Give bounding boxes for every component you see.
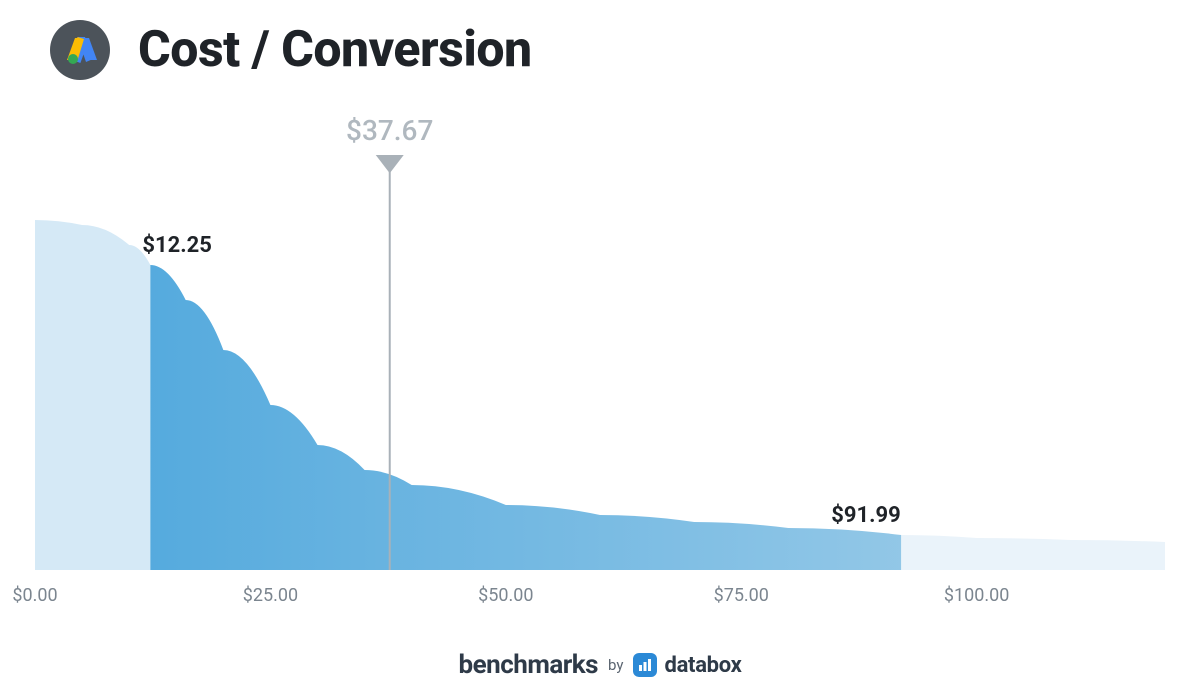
x-tick: $100.00 xyxy=(944,585,1009,606)
footer: benchmarks by databox xyxy=(0,650,1200,680)
median-label: $37.67 xyxy=(346,114,433,147)
benchmarks-text: benchmarks xyxy=(458,650,598,680)
range-low-label: $12.25 xyxy=(142,233,212,258)
distribution-chart: $37.67 $12.25 $91.99 $0.00$25.00$50.00$7… xyxy=(35,110,1165,600)
chart-svg xyxy=(35,110,1165,600)
range-high-label: $91.99 xyxy=(831,503,901,528)
databox-icon xyxy=(633,653,657,677)
page-title: Cost / Conversion xyxy=(138,21,532,79)
header: Cost / Conversion xyxy=(50,20,532,80)
google-ads-icon xyxy=(50,20,110,80)
area-inner xyxy=(35,220,1165,570)
x-tick: $50.00 xyxy=(478,585,533,606)
x-tick: $0.00 xyxy=(12,585,57,606)
databox-logo: databox xyxy=(633,653,741,678)
x-tick: $75.00 xyxy=(714,585,769,606)
x-tick: $25.00 xyxy=(243,585,298,606)
by-text: by xyxy=(608,656,623,674)
databox-text: databox xyxy=(664,653,741,678)
